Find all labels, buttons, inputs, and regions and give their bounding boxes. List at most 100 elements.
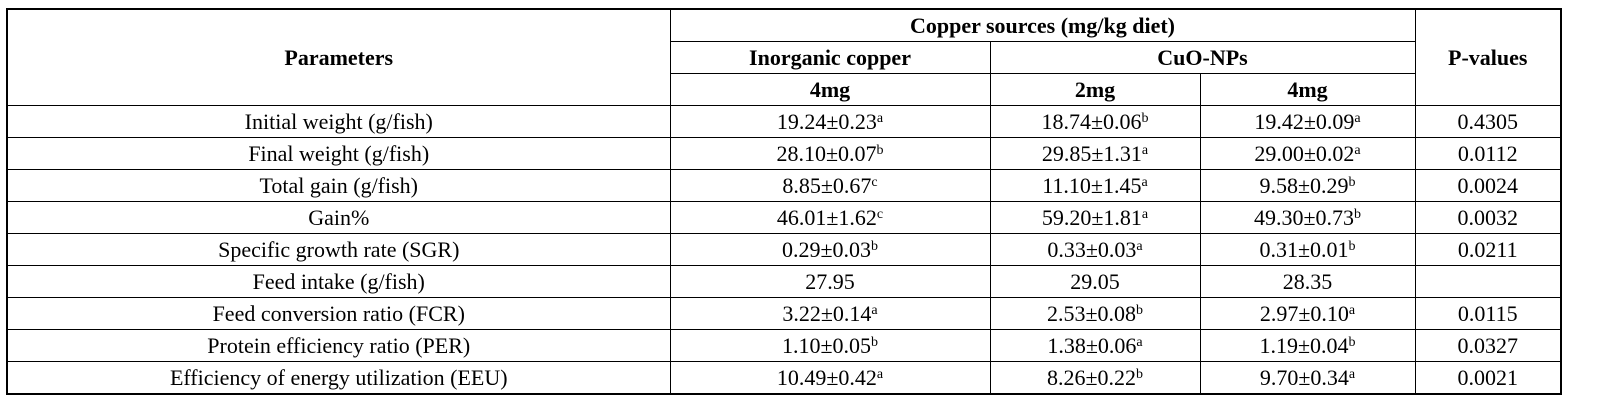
value-cell: 18.74±0.06b [989, 105, 1201, 138]
value-cell: 1.19±0.04b [1199, 329, 1416, 362]
data-row: Total gain (g/fish) 8.85±0.67c 11.10±1.45a… [6, 169, 1562, 202]
significance-letter: a [1348, 302, 1356, 318]
parameter-cell: Feed conversion ratio (FCR) [6, 297, 671, 330]
significance-letter: b [1348, 238, 1356, 254]
significance-letter: a [876, 366, 884, 382]
value-text: 10.49±0.42 [776, 364, 877, 390]
value-cell: 46.01±1.62c [669, 201, 991, 234]
value-cell: 28.10±0.07b [669, 137, 991, 170]
value-cell: 3.22±0.14a [669, 297, 991, 330]
value-cell: 1.38±0.06a [989, 329, 1201, 362]
value-cell: 29.05 [989, 265, 1201, 298]
value-text: 0.33±0.03 [1047, 236, 1137, 262]
value-text: 2.97±0.10 [1259, 300, 1349, 326]
data-row: Initial weight (g/fish) 19.24±0.23a 18.74±… [6, 105, 1562, 138]
header-cell: Parameters [6, 8, 671, 106]
significance-letter: b [871, 238, 879, 254]
value-cell: 49.30±0.73b [1199, 201, 1416, 234]
value-text: 8.85±0.67 [782, 172, 872, 198]
value-text: 28.10±0.07 [776, 140, 877, 166]
value-text: 0.29±0.03 [781, 236, 872, 262]
table-body: Initial weight (g/fish) 19.24±0.23a 18.74±… [6, 105, 1562, 395]
value-cell: 2.53±0.08b [989, 297, 1201, 330]
value-cell: 11.10±1.45a [989, 169, 1201, 202]
value-text: 3.22±0.14 [782, 300, 872, 326]
value-cell: 29.85±1.31a [989, 137, 1201, 170]
significance-letter: a [1141, 174, 1148, 190]
significance-letter: b [1348, 334, 1356, 350]
significance-letter: a [1136, 238, 1143, 254]
significance-letter: a [876, 110, 884, 126]
data-row: Feed conversion ratio (FCR) 3.22±0.14a 2.5… [6, 297, 1562, 330]
value-text: 8.26±0.22 [1046, 364, 1137, 390]
value-cell: 59.20±1.81a [989, 201, 1201, 234]
data-row: Specific growth rate (SGR) 0.29±0.03b 0.33… [6, 233, 1562, 266]
value-text: 29.05 [1070, 268, 1120, 294]
value-text: 0.31±0.01 [1259, 236, 1349, 262]
p-value-cell: 0.0021 [1414, 361, 1562, 395]
data-row: Protein efficiency ratio (PER) 1.10±0.05b… [6, 329, 1562, 362]
parameter-cell: Initial weight (g/fish) [6, 105, 671, 138]
value-text: 28.35 [1282, 268, 1333, 294]
data-row: Feed intake (g/fish) 27.95 29.05 28.35 [6, 265, 1562, 298]
significance-letter: b [1354, 206, 1362, 222]
p-value-cell: 0.0115 [1414, 297, 1562, 330]
value-cell: 9.70±0.34a [1199, 361, 1416, 395]
parameter-cell: Final weight (g/fish) [6, 137, 671, 170]
value-text: 59.20±1.81 [1041, 204, 1142, 230]
value-text: 2.53±0.08 [1046, 300, 1137, 326]
table-header: Parameters Copper sources (mg/kg diet) P… [6, 8, 1562, 106]
p-value-cell [1414, 265, 1562, 298]
parameter-cell: Total gain (g/fish) [6, 169, 671, 202]
parameter-cell: Gain% [6, 201, 671, 234]
value-cell: 27.95 [669, 265, 991, 298]
significance-letter: b [1141, 110, 1149, 126]
p-value-cell: 0.4305 [1414, 105, 1562, 138]
significance-letter: a [1136, 334, 1143, 350]
value-cell: 19.24±0.23a [669, 105, 991, 138]
parameter-cell: Efficiency of energy utilization (EEU) [6, 361, 671, 395]
significance-letter: a [1354, 142, 1361, 158]
significance-letter: b [1136, 302, 1144, 318]
value-text: 11.10±1.45 [1042, 172, 1142, 198]
value-cell: 8.85±0.67c [669, 169, 991, 202]
p-value-cell: 0.0032 [1414, 201, 1562, 234]
data-row: Gain% 46.01±1.62c 59.20±1.81a 49.30±0.73b 0.… [6, 201, 1562, 234]
data-row: Efficiency of energy utilization (EEU) 10… [6, 361, 1562, 395]
p-value-cell: 0.0211 [1414, 233, 1562, 266]
header-cell: 4mg [669, 73, 991, 106]
header-row: Parameters Copper sources (mg/kg diet) P… [6, 8, 1562, 106]
header-cell: P-values [1414, 8, 1562, 106]
value-cell: 0.31±0.01b [1199, 233, 1416, 266]
header-row: 4mg 2mg 4mg [7, 73, 1561, 106]
value-cell: 28.35 [1199, 265, 1416, 298]
p-value-cell: 0.0024 [1414, 169, 1562, 202]
value-text: 9.70±0.34 [1259, 364, 1349, 390]
header-cell: Copper sources (mg/kg diet) [669, 8, 1416, 42]
value-cell: 10.49±0.42a [669, 361, 991, 395]
data-row: Final weight (g/fish) 28.10±0.07b 29.85±1.… [6, 137, 1562, 170]
significance-letter: b [876, 142, 884, 158]
value-cell: 9.58±0.29b [1199, 169, 1416, 202]
value-cell: 8.26±0.22b [989, 361, 1201, 395]
value-cell: 0.33±0.03a [989, 233, 1201, 266]
header-row: Inorganic copper CuO-NPs [7, 41, 1561, 74]
value-text: 18.74±0.06 [1041, 108, 1142, 134]
value-text: 9.58±0.29 [1259, 172, 1349, 198]
significance-letter: a [1348, 366, 1356, 382]
value-text: 46.01±1.62 [776, 204, 877, 230]
header-cell: 2mg [989, 73, 1201, 106]
significance-letter: c [876, 206, 884, 222]
significance-letter: a [1141, 142, 1149, 158]
value-text: 19.24±0.23 [776, 108, 877, 134]
value-text: 49.30±0.73 [1253, 204, 1355, 230]
parameter-cell: Protein efficiency ratio (PER) [6, 329, 671, 362]
results-table: Parameters Copper sources (mg/kg diet) P… [6, 8, 1562, 395]
parameter-cell: Feed intake (g/fish) [6, 265, 671, 298]
value-cell: 0.29±0.03b [669, 233, 991, 266]
significance-letter: a [1354, 110, 1361, 126]
value-text: 29.85±1.31 [1041, 140, 1142, 166]
header-cell: 4mg [1199, 73, 1416, 106]
